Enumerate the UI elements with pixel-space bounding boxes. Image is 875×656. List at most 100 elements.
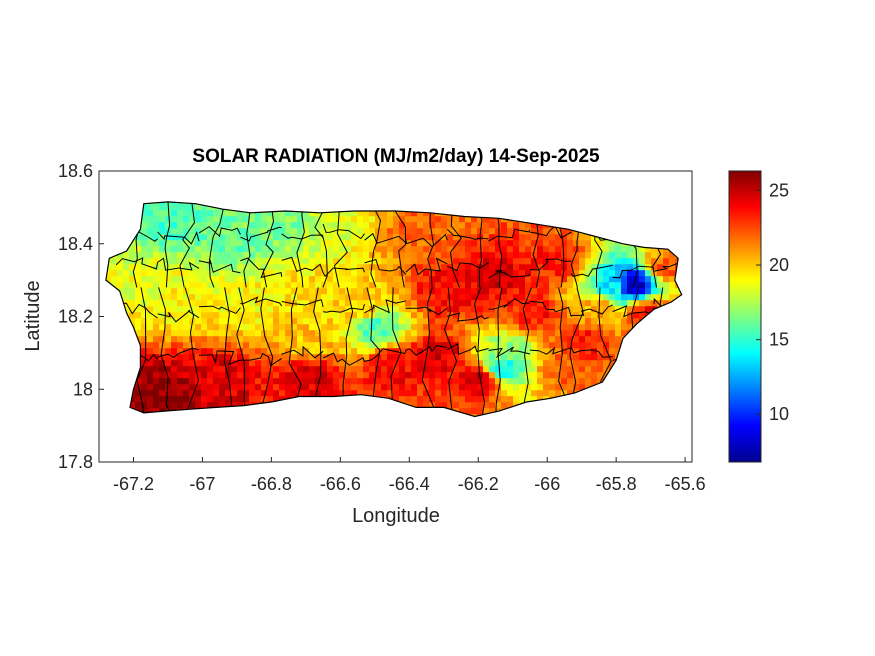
x-axis: -67.2 -67 -66.8 -66.6 -66.4 -66.2 -66 -65.8 -65.… <box>113 457 706 494</box>
radiation-cell <box>579 299 586 307</box>
radiation-cell <box>171 257 178 265</box>
radiation-cell <box>567 371 574 379</box>
radiation-cell <box>291 263 298 271</box>
radiation-cell <box>387 287 394 295</box>
radiation-cell <box>213 335 220 343</box>
radiation-cell <box>423 299 430 307</box>
radiation-cell <box>465 269 472 277</box>
radiation-cell <box>171 269 178 277</box>
radiation-cell <box>147 215 154 223</box>
radiation-cell <box>171 341 178 349</box>
radiation-cell <box>375 251 382 259</box>
radiation-cell <box>213 275 220 283</box>
radiation-cell <box>213 395 220 403</box>
radiation-cell <box>579 371 586 379</box>
radiation-cell <box>303 287 310 295</box>
radiation-cell <box>663 269 670 277</box>
radiation-cell <box>387 275 394 283</box>
radiation-cell <box>543 353 550 361</box>
radiation-cell <box>465 245 472 253</box>
radiation-cell <box>453 317 460 325</box>
radiation-cell <box>351 329 358 337</box>
radiation-cell <box>429 377 436 385</box>
radiation-cell <box>195 209 202 217</box>
radiation-cell <box>543 371 550 379</box>
radiation-cell <box>183 305 190 313</box>
radiation-cell <box>459 359 466 367</box>
radiation-cell <box>267 341 274 349</box>
radiation-cell <box>399 377 406 385</box>
radiation-cell <box>237 251 244 259</box>
radiation-cell <box>471 263 478 271</box>
radiation-cell <box>285 275 292 283</box>
radiation-cell <box>153 377 160 385</box>
radiation-cell <box>237 275 244 283</box>
radiation-cell <box>207 377 214 385</box>
radiation-cell <box>579 335 586 343</box>
radiation-cell <box>195 245 202 253</box>
radiation-cell <box>369 275 376 283</box>
radiation-cell <box>309 239 316 247</box>
radiation-cell <box>297 251 304 259</box>
radiation-cell <box>375 377 382 385</box>
radiation-cell <box>303 389 310 397</box>
radiation-cell <box>177 251 184 259</box>
radiation-cell <box>297 215 304 223</box>
radiation-cell <box>543 257 550 265</box>
radiation-cell <box>273 389 280 397</box>
radiation-cell <box>201 347 208 355</box>
radiation-cell <box>363 221 370 229</box>
radiation-cell <box>537 395 544 403</box>
radiation-cell <box>237 245 244 253</box>
radiation-cell <box>513 281 520 289</box>
radiation-cell <box>273 323 280 331</box>
radiation-cell <box>141 323 148 331</box>
radiation-cell <box>201 281 208 289</box>
radiation-cell <box>201 221 208 229</box>
radiation-cell <box>279 371 286 379</box>
radiation-cell <box>387 269 394 277</box>
radiation-cell <box>627 275 634 283</box>
radiation-cell <box>489 401 496 409</box>
radiation-cell <box>567 269 574 277</box>
radiation-cell <box>651 257 658 265</box>
radiation-cell <box>141 347 148 355</box>
radiation-cell <box>105 269 112 277</box>
radiation-cell <box>633 269 640 277</box>
radiation-cell <box>189 293 196 301</box>
radiation-cell <box>303 257 310 265</box>
radiation-cell <box>291 299 298 307</box>
radiation-cell <box>327 329 334 337</box>
radiation-cell <box>549 347 556 355</box>
radiation-cell <box>345 281 352 289</box>
radiation-cell <box>363 287 370 295</box>
x-tick-label: -66 <box>534 474 560 494</box>
radiation-cell <box>495 281 502 289</box>
radiation-cell <box>483 287 490 295</box>
radiation-cell <box>561 269 568 277</box>
radiation-cell <box>273 383 280 391</box>
radiation-cell <box>471 281 478 289</box>
radiation-cell <box>561 287 568 295</box>
radiation-cell <box>417 371 424 379</box>
radiation-cell <box>357 227 364 235</box>
radiation-cell <box>219 389 226 397</box>
radiation-cell <box>471 413 478 417</box>
radiation-cell <box>555 353 562 361</box>
radiation-cell <box>249 347 256 355</box>
radiation-cell <box>351 353 358 361</box>
radiation-cell <box>219 269 226 277</box>
radiation-cell <box>357 383 364 391</box>
radiation-cell <box>291 317 298 325</box>
radiation-cell <box>159 353 166 361</box>
radiation-cell <box>477 401 484 409</box>
radiation-cell <box>303 323 310 331</box>
radiation-cell <box>663 251 670 259</box>
municipality-boundary <box>136 287 147 417</box>
radiation-cell <box>243 257 250 265</box>
radiation-cell <box>285 293 292 301</box>
radiation-cell <box>459 323 466 331</box>
radiation-cell <box>243 341 250 349</box>
radiation-cell <box>249 335 256 343</box>
radiation-cell <box>297 287 304 295</box>
